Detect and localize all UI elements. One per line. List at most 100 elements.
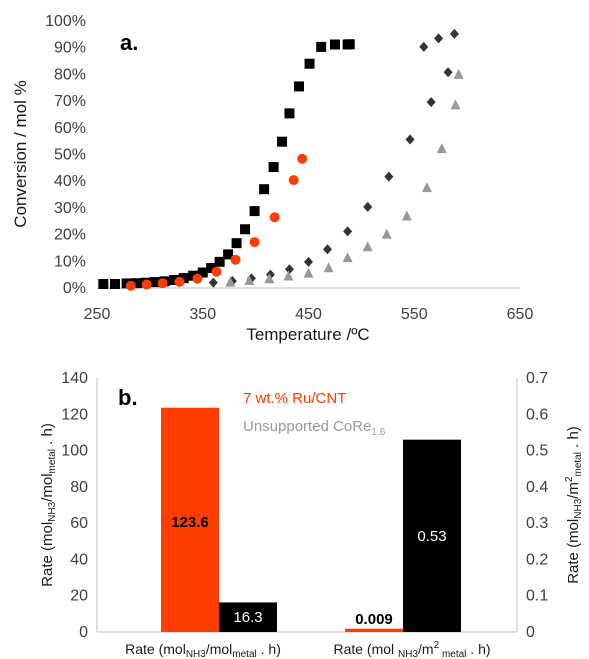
data-point-triangle bbox=[225, 276, 236, 287]
y-tick-label-a: 10% bbox=[54, 253, 86, 270]
bar-marks: 123.6 16.3 0.009 0.53 bbox=[161, 407, 461, 632]
data-point-triangle bbox=[283, 270, 294, 281]
data-point-circle bbox=[249, 237, 260, 248]
legend-core-sub: 1.6 bbox=[371, 427, 385, 438]
data-point-diamond bbox=[434, 33, 444, 44]
data-point-triangle bbox=[401, 210, 412, 221]
data-point-circle bbox=[157, 278, 168, 289]
data-point-triangle bbox=[421, 182, 432, 193]
data-point-diamond bbox=[284, 264, 294, 275]
data-point-circle bbox=[174, 276, 185, 287]
y-axis-ticks-a: 0% 10% 20% 30% 40% 50% 60% 70% 80% 90% 100% bbox=[45, 13, 86, 297]
x-tick-label-a: 350 bbox=[189, 306, 216, 323]
y-tick-label-a: 40% bbox=[54, 173, 86, 190]
data-point-circle bbox=[230, 254, 241, 265]
bar-ru-cnt-1 bbox=[161, 407, 219, 632]
data-point-square bbox=[268, 162, 279, 173]
data-point-diamond bbox=[405, 134, 415, 145]
data-point-triangle bbox=[450, 99, 461, 110]
right-tick-label-b: 0.2 bbox=[526, 551, 548, 568]
right-axis-ticks-b: 0 0.1 0.2 0.3 0.4 0.5 0.6 0.7 bbox=[526, 370, 548, 641]
data-point-square bbox=[240, 224, 251, 235]
data-point-square bbox=[109, 278, 120, 289]
data-point-square bbox=[293, 81, 304, 92]
data-point-diamond bbox=[419, 41, 429, 52]
data-point-diamond bbox=[363, 201, 373, 212]
data-point-diamond bbox=[384, 171, 394, 182]
data-point-square bbox=[98, 278, 109, 289]
right-tick-label-b: 0.5 bbox=[526, 443, 548, 460]
data-label-core-2: 0.53 bbox=[417, 528, 446, 545]
legend-core: Unsupported CoRe1.6 bbox=[243, 418, 386, 438]
y-axis-title-left-b: Rate (molNH3/molmetal . h) bbox=[39, 423, 58, 587]
data-point-triangle bbox=[244, 275, 255, 286]
y-axis-title-right-b: Rate (molNH3/m2metal . h) bbox=[564, 426, 584, 584]
data-point-square bbox=[178, 273, 189, 284]
legend-ru-cnt: 7 wt.% Ru/CNT bbox=[243, 390, 346, 407]
category-label-2: Rate (mol NH3/m2 metal . h) bbox=[333, 640, 490, 659]
data-point-square bbox=[231, 238, 242, 249]
data-point-triangle bbox=[323, 262, 334, 273]
left-tick-label-b: 120 bbox=[61, 406, 88, 423]
y-tick-label-a: 0% bbox=[63, 280, 86, 297]
data-point-square bbox=[259, 184, 270, 195]
data-point-diamond bbox=[443, 67, 453, 78]
data-point-triangle bbox=[342, 252, 353, 263]
data-point-circle bbox=[141, 279, 152, 290]
data-point-triangle bbox=[362, 241, 373, 252]
data-point-square bbox=[284, 108, 295, 119]
left-tick-label-b: 140 bbox=[61, 370, 88, 387]
y-tick-label-a: 80% bbox=[54, 66, 86, 83]
data-point-square bbox=[150, 277, 161, 288]
bar-ru-cnt-2 bbox=[345, 628, 403, 632]
right-tick-label-b: 0.7 bbox=[526, 370, 548, 387]
scatter-marks bbox=[98, 28, 464, 291]
data-point-diamond bbox=[208, 277, 218, 288]
data-point-circle bbox=[297, 153, 308, 164]
data-point-square bbox=[169, 274, 180, 285]
right-tick-label-b: 0.6 bbox=[526, 406, 548, 423]
left-axis-ticks-b: 0 20 40 60 80 100 120 140 bbox=[61, 370, 88, 641]
y-tick-label-a: 70% bbox=[54, 93, 86, 110]
data-point-diamond bbox=[304, 256, 313, 267]
data-point-square bbox=[329, 39, 340, 50]
y-tick-label-a: 100% bbox=[45, 13, 86, 30]
x-axis-ticks-a: 250 350 450 550 650 bbox=[84, 306, 534, 323]
bar-core-1 bbox=[219, 602, 277, 632]
data-point-circle bbox=[192, 273, 203, 284]
x-tick-label-a: 450 bbox=[295, 306, 322, 323]
category-label-1: Rate (molNH3/molmetal . h) bbox=[125, 641, 281, 659]
y-tick-label-a: 20% bbox=[54, 227, 86, 244]
data-point-square bbox=[304, 58, 315, 69]
data-label-core-1: 16.3 bbox=[233, 609, 262, 626]
data-point-diamond bbox=[323, 244, 333, 255]
data-point-circle bbox=[125, 280, 136, 291]
data-point-triangle bbox=[264, 273, 275, 284]
data-point-square bbox=[316, 41, 327, 52]
panel-b-label: b. bbox=[118, 385, 138, 410]
data-point-square bbox=[197, 267, 208, 278]
left-tick-label-b: 80 bbox=[70, 479, 88, 496]
y-tick-label-a: 30% bbox=[54, 200, 86, 217]
data-point-diamond bbox=[449, 28, 459, 39]
data-label-ru-cnt-1: 123.6 bbox=[171, 514, 209, 531]
x-tick-label-a: 550 bbox=[401, 306, 428, 323]
data-point-diamond bbox=[343, 226, 353, 237]
right-tick-label-b: 0.1 bbox=[526, 588, 548, 605]
data-point-triangle bbox=[436, 143, 447, 154]
left-tick-label-b: 20 bbox=[70, 588, 88, 605]
conversion-scatter-chart: a. 0% 10% 20% 30% 40% 50% 60% 70% 80% 90% 100% 250… bbox=[11, 13, 533, 344]
right-tick-label-b: 0.4 bbox=[526, 479, 548, 496]
left-tick-label-b: 100 bbox=[61, 443, 88, 460]
data-point-triangle bbox=[453, 68, 464, 79]
data-point-square bbox=[249, 206, 260, 217]
x-tick-label-a: 650 bbox=[507, 306, 534, 323]
y-axis-title-a: Conversion / mol % bbox=[11, 80, 30, 227]
data-point-square bbox=[344, 39, 355, 50]
data-point-triangle bbox=[381, 228, 392, 239]
right-tick-label-b: 0.3 bbox=[526, 515, 548, 532]
data-point-square bbox=[223, 249, 234, 260]
data-point-circle bbox=[211, 266, 222, 277]
data-point-square bbox=[131, 278, 142, 289]
x-tick-label-a: 250 bbox=[84, 306, 111, 323]
